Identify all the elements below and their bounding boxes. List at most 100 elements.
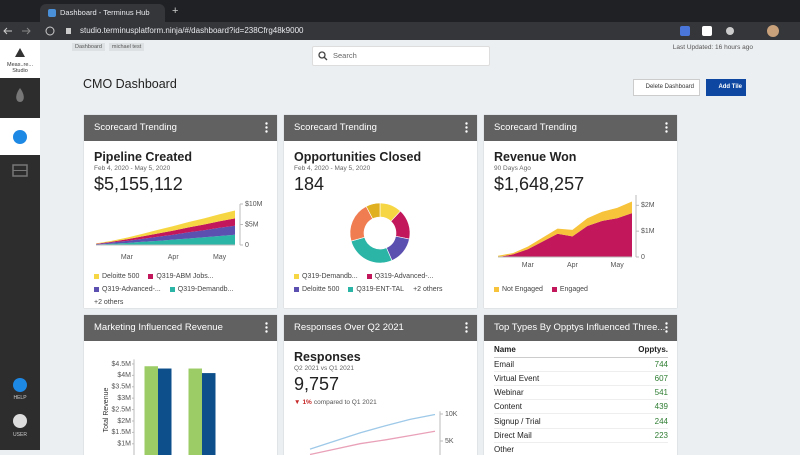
metric-value: $5,155,112: [94, 174, 183, 194]
legend-swatch: [348, 287, 354, 292]
add-tile-button[interactable]: Add Tile: [706, 79, 746, 96]
x-tick-label: May: [213, 254, 227, 261]
user-label: USER: [13, 432, 27, 438]
chart: 5K 10K: [309, 411, 458, 455]
menu[interactable]: [465, 322, 468, 333]
legend-item: Engaged: [551, 286, 588, 293]
table-row: Other: [494, 442, 668, 455]
legend-more: +2 others: [94, 299, 124, 306]
address-bar: [0, 22, 800, 40]
tile-header: Marketing Influenced Revenue: [84, 315, 277, 341]
table-header: Name Opptys.: [494, 343, 668, 358]
menu[interactable]: [265, 122, 268, 133]
user-icon[interactable]: [13, 414, 27, 428]
y-tick-label: $4M: [117, 372, 131, 379]
y-tick-label: $1M: [117, 441, 131, 448]
tile-header: Responses Over Q2 2021: [284, 315, 477, 341]
menu[interactable]: [665, 122, 668, 133]
legend-swatch: [169, 287, 175, 292]
cell-name: Other: [494, 444, 515, 454]
legend-swatch: [494, 287, 499, 292]
tile-title: Top Types By Opptys Influenced Three...: [494, 322, 666, 333]
table-row: Content 439: [494, 400, 668, 414]
menu[interactable]: [265, 322, 268, 333]
metric-subtitle: Feb 4, 2020 - May 5, 2020: [294, 165, 371, 172]
y-tick-label: $2M: [641, 202, 655, 209]
delta-arrow: ▼: [294, 399, 301, 406]
brand[interactable]: Meas..re... Studio: [0, 40, 40, 78]
bar: [158, 368, 172, 455]
legend-item: Q319-Advanced-...: [366, 273, 433, 280]
last-updated: Last Updated: 16 hours ago: [672, 44, 753, 51]
menu[interactable]: [465, 122, 468, 133]
metric-subtitle: 90 Days Ago: [494, 165, 531, 172]
chart: Mar Apr May 0 $1M $2M: [498, 195, 655, 269]
ext[interactable]: [702, 26, 712, 36]
nav-icon[interactable]: [16, 88, 24, 102]
legend-label: Engaged: [559, 286, 588, 293]
x-tick-label: Mar: [121, 254, 134, 261]
tile-title: Marketing Influenced Revenue: [94, 322, 223, 333]
legend-label: Q319-ENT-TAL: [356, 286, 405, 293]
browser-tab[interactable]: Dashboard - Terminus Hub: [40, 4, 165, 22]
tile-title: Responses Over Q2 2021: [294, 322, 404, 333]
y-tick-label: $1.5M: [112, 429, 132, 436]
column-header: Name: [494, 345, 516, 355]
y-tick-label: $2.5M: [112, 406, 132, 413]
cell-name: Direct Mail: [494, 430, 532, 440]
nav-icon: [13, 130, 27, 144]
delete-button[interactable]: Delete Dashboard: [633, 79, 700, 96]
y-axis-label: Total Revenue: [103, 388, 110, 433]
profile[interactable]: [767, 25, 779, 37]
x-tick-label: Mar: [522, 262, 535, 269]
table-row: Virtual Event 607: [494, 371, 668, 386]
table: Name Opptys. Email 744 Virtual Event 607 Webin…: [494, 343, 668, 455]
ext[interactable]: [726, 27, 734, 35]
legend-item: Q319-Demandb...: [294, 273, 358, 280]
button-label: Add Tile: [718, 84, 742, 90]
y-tick-label: $3M: [117, 395, 131, 402]
nav-icons: [3, 26, 71, 36]
sidebar-icons: [0, 48, 40, 428]
legend-item: Q319-Advanced-...: [94, 286, 161, 293]
ext[interactable]: [680, 26, 690, 36]
reload[interactable]: [45, 26, 55, 36]
tile-title: Scorecard Trending: [294, 122, 377, 133]
forward[interactable]: [22, 27, 31, 35]
help-icon[interactable]: [13, 378, 27, 392]
delta-change: 1%: [302, 399, 312, 406]
search-box[interactable]: Search: [312, 46, 490, 66]
back[interactable]: [3, 27, 12, 35]
legend-label: Deloitte 500: [302, 286, 340, 293]
url[interactable]: studio.terminusplatform.ninja/#/dashboar…: [80, 26, 304, 35]
metric-subtitle: Q2 2021 vs Q1 2021: [294, 365, 354, 372]
help-label: HELP: [13, 395, 27, 401]
x-tick-label: May: [610, 262, 624, 269]
lock: [66, 28, 71, 34]
tile: Scorecard Trending Pipeline Created Feb …: [84, 115, 277, 308]
breadcrumb[interactable]: Dashboard: [72, 43, 105, 51]
tile: Scorecard Trending Revenue Won 90 Days A…: [484, 115, 677, 308]
legend-label: Deloitte 500: [102, 273, 140, 280]
tab-bar: [0, 0, 800, 22]
legend-label: Q319-Demandb...: [302, 273, 358, 280]
new-tab[interactable]: +: [172, 5, 179, 17]
tile: Scorecard Trending Opportunities Closed …: [284, 115, 477, 308]
bar: [188, 368, 202, 455]
legend-item: Q319-ENT-TAL: [348, 286, 404, 293]
legend-label: Not Engaged: [502, 286, 543, 293]
tile-header: Top Types By Opptys Influenced Three...: [484, 315, 677, 341]
y-tick-label: 10K: [445, 411, 458, 418]
tile: Responses Over Q2 2021 Responses Q2 2021…: [284, 315, 477, 455]
line: [309, 413, 436, 450]
legend-swatch: [294, 287, 299, 292]
legend-label: Q319-Advanced-...: [102, 286, 161, 293]
metric-value: $1,648,257: [494, 174, 585, 194]
chart: [349, 202, 411, 264]
menu[interactable]: [665, 322, 668, 333]
dashboard-title: CMO Dashboard: [83, 77, 177, 91]
breadcrumb[interactable]: michael test: [108, 43, 145, 51]
button-label: Delete Dashboard: [645, 84, 694, 90]
metric-title: Revenue Won: [494, 150, 577, 164]
y-tick-label: $5M: [245, 221, 259, 228]
